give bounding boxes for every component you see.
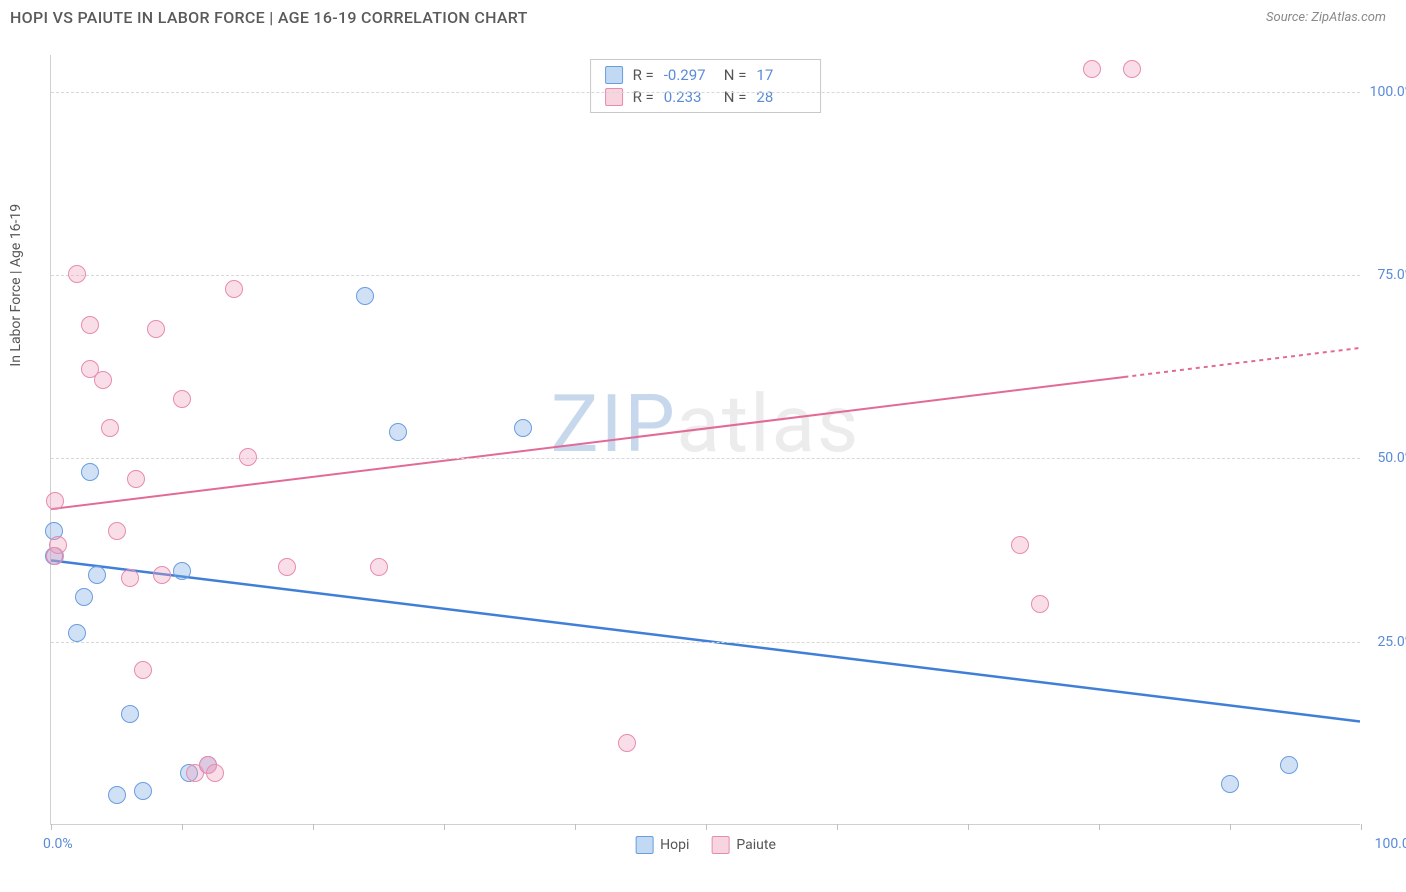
scatter-chart: In Labor Force | Age 16-19 ZIPatlas R = … <box>50 55 1360 825</box>
y-axis-label: In Labor Force | Age 16-19 <box>8 203 24 366</box>
trend-lines <box>51 55 1360 824</box>
data-point-hopi <box>108 786 126 804</box>
data-point-paiute <box>134 661 152 679</box>
data-point-hopi <box>356 287 374 305</box>
y-tick-label: 100.0% <box>1370 84 1406 100</box>
data-point-paiute <box>1011 536 1029 554</box>
data-point-paiute <box>68 265 86 283</box>
data-point-paiute <box>1031 595 1049 613</box>
data-point-hopi <box>134 782 152 800</box>
legend-item-hopi: Hopi <box>635 836 689 854</box>
x-tick <box>1230 824 1231 830</box>
hopi-r-value: -0.297 <box>664 66 714 84</box>
x-tick <box>575 824 576 830</box>
data-point-paiute <box>173 390 191 408</box>
stats-row-hopi: R = -0.297 N = 17 <box>605 64 807 86</box>
y-tick-label: 75.0% <box>1377 267 1406 283</box>
data-point-paiute <box>147 320 165 338</box>
data-point-paiute <box>239 448 257 466</box>
series-legend: Hopi Paiute <box>635 836 776 854</box>
data-point-paiute <box>49 536 67 554</box>
x-tick <box>837 824 838 830</box>
x-tick <box>51 824 52 830</box>
data-point-paiute <box>108 522 126 540</box>
data-point-hopi <box>75 588 93 606</box>
x-tick <box>444 824 445 830</box>
hopi-swatch-icon <box>605 66 623 84</box>
data-point-paiute <box>1083 60 1101 78</box>
r-label: R = <box>633 66 654 84</box>
x-axis-max: 100.0% <box>1375 836 1406 852</box>
stats-row-paiute: R = 0.233 N = 28 <box>605 86 807 108</box>
legend-item-paiute: Paiute <box>711 836 776 854</box>
legend-label-hopi: Hopi <box>660 837 689 853</box>
chart-title: HOPI VS PAIUTE IN LABOR FORCE | AGE 16-1… <box>10 8 528 27</box>
data-point-hopi <box>121 705 139 723</box>
data-point-hopi <box>68 624 86 642</box>
data-point-paiute <box>278 558 296 576</box>
y-tick-label: 50.0% <box>1377 450 1406 466</box>
x-tick <box>706 824 707 830</box>
legend-label-paiute: Paiute <box>736 837 776 853</box>
data-point-paiute <box>81 316 99 334</box>
data-point-paiute <box>1123 60 1141 78</box>
gridline <box>51 642 1360 643</box>
data-point-paiute <box>618 734 636 752</box>
data-point-hopi <box>514 419 532 437</box>
data-point-hopi <box>173 562 191 580</box>
data-point-hopi <box>389 423 407 441</box>
paiute-swatch-icon <box>711 836 729 854</box>
y-tick-label: 25.0% <box>1377 634 1406 650</box>
x-tick <box>1361 824 1362 830</box>
data-point-paiute <box>370 558 388 576</box>
x-tick <box>1099 824 1100 830</box>
x-tick <box>968 824 969 830</box>
data-point-hopi <box>88 566 106 584</box>
x-axis-min: 0.0% <box>43 836 73 852</box>
n-label: N = <box>724 66 747 84</box>
x-tick <box>182 824 183 830</box>
data-point-paiute <box>94 371 112 389</box>
data-point-paiute <box>121 569 139 587</box>
data-point-paiute <box>225 280 243 298</box>
hopi-swatch-icon <box>635 836 653 854</box>
data-point-hopi <box>81 463 99 481</box>
source-label: Source: ZipAtlas.com <box>1266 10 1386 25</box>
stats-legend: R = -0.297 N = 17 R = 0.233 N = 28 <box>590 59 822 113</box>
data-point-paiute <box>46 492 64 510</box>
data-point-hopi <box>1221 775 1239 793</box>
hopi-n-value: 17 <box>756 66 806 84</box>
x-tick <box>313 824 314 830</box>
data-point-paiute <box>206 764 224 782</box>
watermark: ZIPatlas <box>551 377 861 471</box>
data-point-paiute <box>153 566 171 584</box>
gridline <box>51 92 1360 93</box>
data-point-paiute <box>101 419 119 437</box>
data-point-paiute <box>127 470 145 488</box>
data-point-hopi <box>1280 756 1298 774</box>
gridline <box>51 275 1360 276</box>
